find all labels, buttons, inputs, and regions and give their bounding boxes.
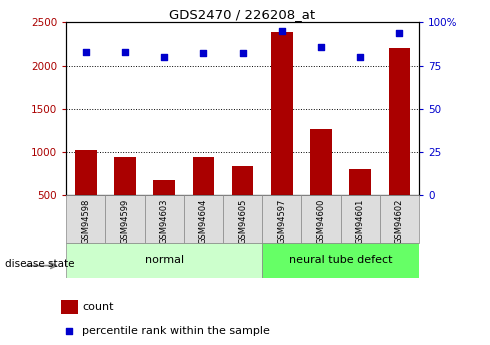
- Text: neural tube defect: neural tube defect: [289, 256, 392, 265]
- Bar: [66, 195, 105, 243]
- Bar: [61, 300, 78, 314]
- Text: GSM94599: GSM94599: [121, 199, 129, 244]
- Text: GSM94601: GSM94601: [356, 199, 365, 244]
- Point: [395, 30, 403, 36]
- Point: [356, 54, 364, 60]
- Bar: [153, 180, 175, 195]
- Bar: [262, 243, 419, 278]
- Point: [199, 51, 207, 56]
- Bar: [105, 195, 145, 243]
- Text: count: count: [82, 302, 114, 312]
- Bar: [66, 243, 262, 278]
- Text: GSM94600: GSM94600: [317, 199, 325, 244]
- Bar: [232, 166, 253, 195]
- Text: GSM94598: GSM94598: [81, 199, 90, 244]
- Text: GSM94602: GSM94602: [395, 199, 404, 244]
- Point: [66, 328, 74, 334]
- Bar: [349, 169, 371, 195]
- Point: [278, 28, 286, 34]
- Point: [121, 49, 129, 55]
- Text: normal: normal: [145, 256, 184, 265]
- Text: disease state: disease state: [5, 259, 74, 269]
- Text: GSM94605: GSM94605: [238, 199, 247, 244]
- Bar: [341, 195, 380, 243]
- Point: [82, 49, 90, 55]
- Text: GSM94604: GSM94604: [199, 199, 208, 244]
- Bar: [75, 150, 97, 195]
- Point: [317, 44, 325, 49]
- Bar: [380, 195, 419, 243]
- Point: [239, 51, 246, 56]
- Bar: [184, 195, 223, 243]
- Bar: [389, 48, 410, 195]
- Title: GDS2470 / 226208_at: GDS2470 / 226208_at: [170, 8, 316, 21]
- Bar: [193, 157, 214, 195]
- Bar: [310, 129, 332, 195]
- Bar: [262, 195, 301, 243]
- Point: [160, 54, 168, 60]
- Bar: [145, 195, 184, 243]
- Text: GSM94597: GSM94597: [277, 199, 286, 244]
- Bar: [271, 32, 293, 195]
- Text: percentile rank within the sample: percentile rank within the sample: [82, 326, 270, 336]
- Text: GSM94603: GSM94603: [160, 199, 169, 244]
- Bar: [301, 195, 341, 243]
- Bar: [223, 195, 262, 243]
- Bar: [114, 157, 136, 195]
